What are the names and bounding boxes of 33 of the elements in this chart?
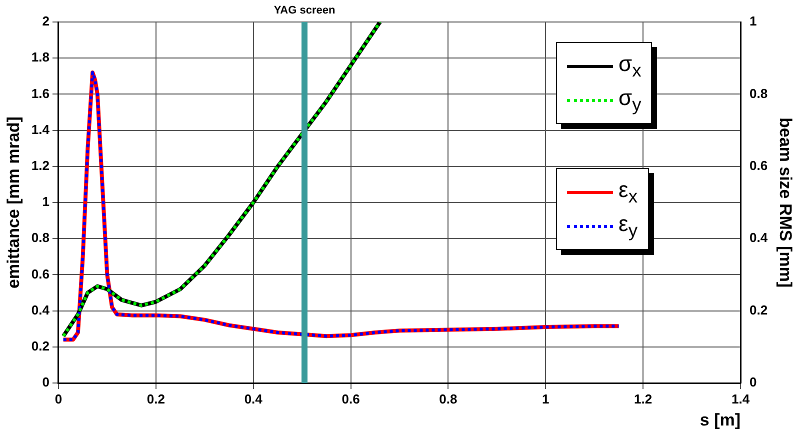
- x-tick-label: 0: [54, 391, 62, 406]
- legend-label: ε$_{y}$: [618, 210, 638, 242]
- ref-line-label: YAG screen: [274, 4, 336, 17]
- y2-tick-label: 0.8: [750, 86, 768, 101]
- y-tick-label: 0: [42, 374, 50, 390]
- x-tick-label: 0.8: [439, 391, 458, 406]
- x-tick-label: 0.2: [146, 391, 165, 406]
- y-tick-label: 0.4: [31, 302, 50, 318]
- y2-tick-label: 0.6: [750, 158, 768, 173]
- y-tick-label: 1.8: [31, 50, 50, 65]
- y-tick-label: 0.6: [31, 266, 50, 282]
- y-tick-label: 1.4: [31, 122, 50, 137]
- legend-label: σ$_{y}$: [618, 84, 642, 116]
- x-tick-label: 0.6: [342, 391, 360, 406]
- x-axis-title: s [m]: [700, 410, 741, 430]
- y2-axis-title: beam size RMS [mm]: [776, 117, 796, 288]
- y2-tick-label: 0.2: [750, 302, 768, 318]
- legend-label: ε$_{x}$: [618, 176, 638, 208]
- y2-tick-label: 0.4: [750, 230, 768, 246]
- x-tick-label: 1: [542, 391, 550, 406]
- y2-tick-label: 0: [750, 374, 757, 390]
- y-tick-label: 0.8: [31, 230, 50, 246]
- y-tick-label: 2: [42, 14, 50, 29]
- y-tick-label: 1: [42, 194, 50, 210]
- legend-label: σ$_{x}$: [618, 50, 642, 82]
- y-tick-label: 1.6: [31, 86, 50, 101]
- y2-tick-label: 1: [750, 14, 757, 29]
- x-tick-label: 1.2: [634, 391, 652, 406]
- x-tick-label: 0.4: [244, 391, 264, 406]
- y-axis-title: emittance [mm mrad]: [4, 116, 23, 288]
- y-tick-label: 0.2: [31, 338, 50, 354]
- y-tick-label: 1.2: [31, 158, 50, 173]
- x-tick-label: 1.4: [731, 391, 750, 406]
